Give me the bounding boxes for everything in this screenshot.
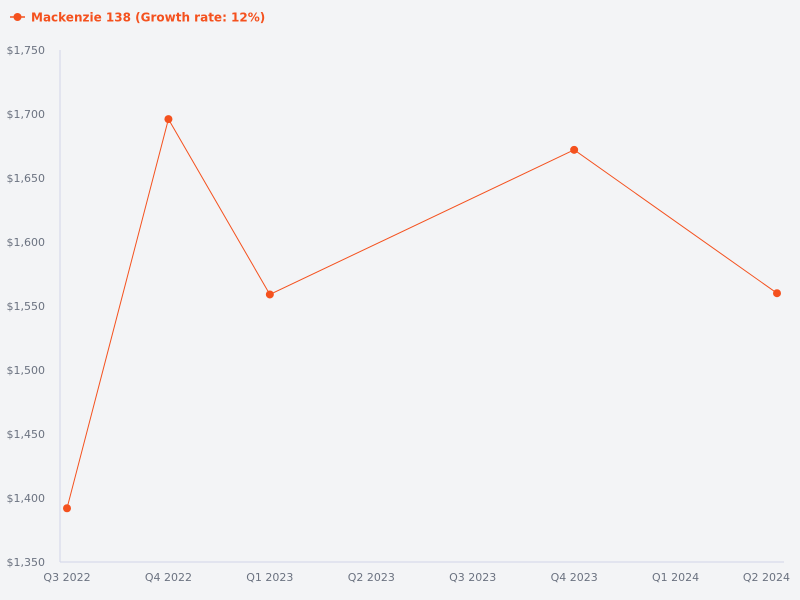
legend-dot-marker [13, 13, 22, 21]
y-tick-label: $1,500 [7, 364, 46, 377]
x-tick-label: Q4 2023 [551, 571, 598, 584]
y-tick-label: $1,750 [7, 44, 46, 57]
legend[interactable]: Mackenzie 138 (Growth rate: 12%) [10, 11, 265, 25]
x-tick-label: Q2 2024 [743, 571, 790, 584]
y-tick-label: $1,400 [7, 492, 46, 505]
x-tick-label: Q2 2023 [348, 571, 395, 584]
series-line [66, 117, 778, 509]
data-point[interactable] [570, 145, 579, 154]
y-tick-label: $1,550 [7, 300, 46, 313]
data-point[interactable] [63, 504, 71, 513]
y-tick-label: $1,600 [7, 236, 46, 249]
data-point[interactable] [265, 290, 274, 299]
legend-label: Mackenzie 138 (Growth rate: 12%) [31, 11, 265, 25]
y-tick-label: $1,350 [7, 556, 46, 569]
y-tick-label: $1,450 [7, 428, 46, 441]
x-tick-label: Q1 2024 [652, 571, 699, 584]
y-tick-label: $1,700 [7, 108, 46, 121]
x-tick-label: Q3 2022 [43, 571, 90, 584]
data-point[interactable] [773, 289, 781, 298]
x-tick-label: Q4 2022 [145, 571, 192, 584]
x-tick-label: Q3 2023 [449, 571, 496, 584]
data-point[interactable] [164, 115, 173, 124]
y-axis-ticks: $1,350 $1,400 $1,450 $1,500 $1,550 $1,600 $1,6… [7, 44, 46, 569]
y-tick-label: $1,650 [7, 172, 46, 185]
x-tick-label: Q1 2023 [246, 571, 293, 584]
x-axis-ticks: Q3 2022 Q4 2022 Q1 2023 Q2 2023 Q3 2023 Q4 20… [43, 571, 790, 584]
series-layer [63, 115, 781, 513]
